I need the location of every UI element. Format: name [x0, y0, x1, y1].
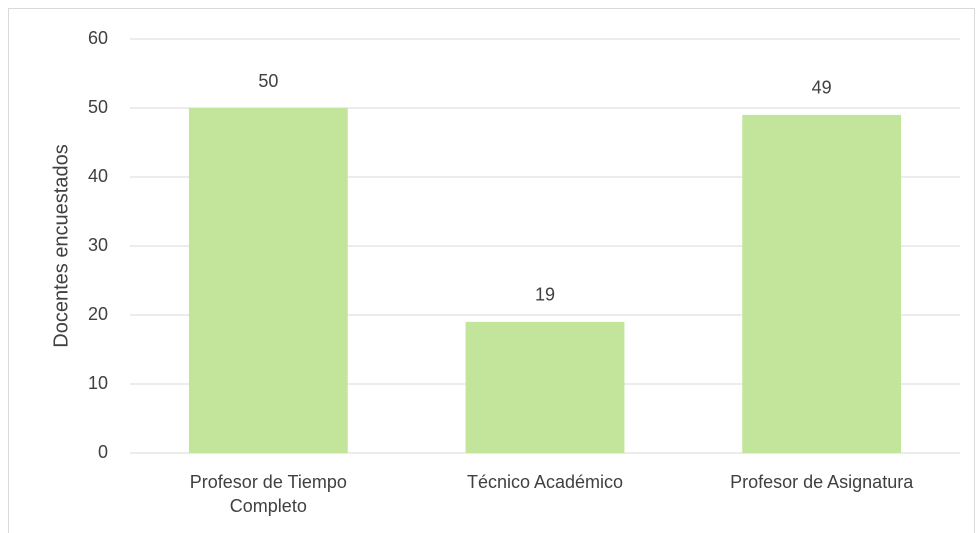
y-axis-label: Docentes encuestados — [50, 144, 72, 347]
bar — [465, 321, 625, 453]
y-tick-label: 60 — [88, 28, 108, 48]
y-tick-label: 20 — [88, 304, 108, 324]
y-tick-label: 40 — [88, 166, 108, 186]
data-label: 50 — [258, 71, 278, 91]
x-tick-label: Profesor de Tiempo Completo — [190, 472, 347, 516]
y-tick-label: 50 — [88, 97, 108, 117]
bar — [188, 108, 348, 453]
y-tick-label: 10 — [88, 373, 108, 393]
data-label: 49 — [812, 78, 832, 98]
x-tick-label: Profesor de Asignatura — [730, 472, 914, 492]
x-tick-label: Técnico Académico — [467, 472, 623, 492]
chart-border — [8, 8, 975, 533]
y-tick-label: 0 — [98, 442, 108, 462]
bar — [742, 114, 902, 454]
y-tick-label: 30 — [88, 235, 108, 255]
data-label: 19 — [535, 285, 555, 305]
